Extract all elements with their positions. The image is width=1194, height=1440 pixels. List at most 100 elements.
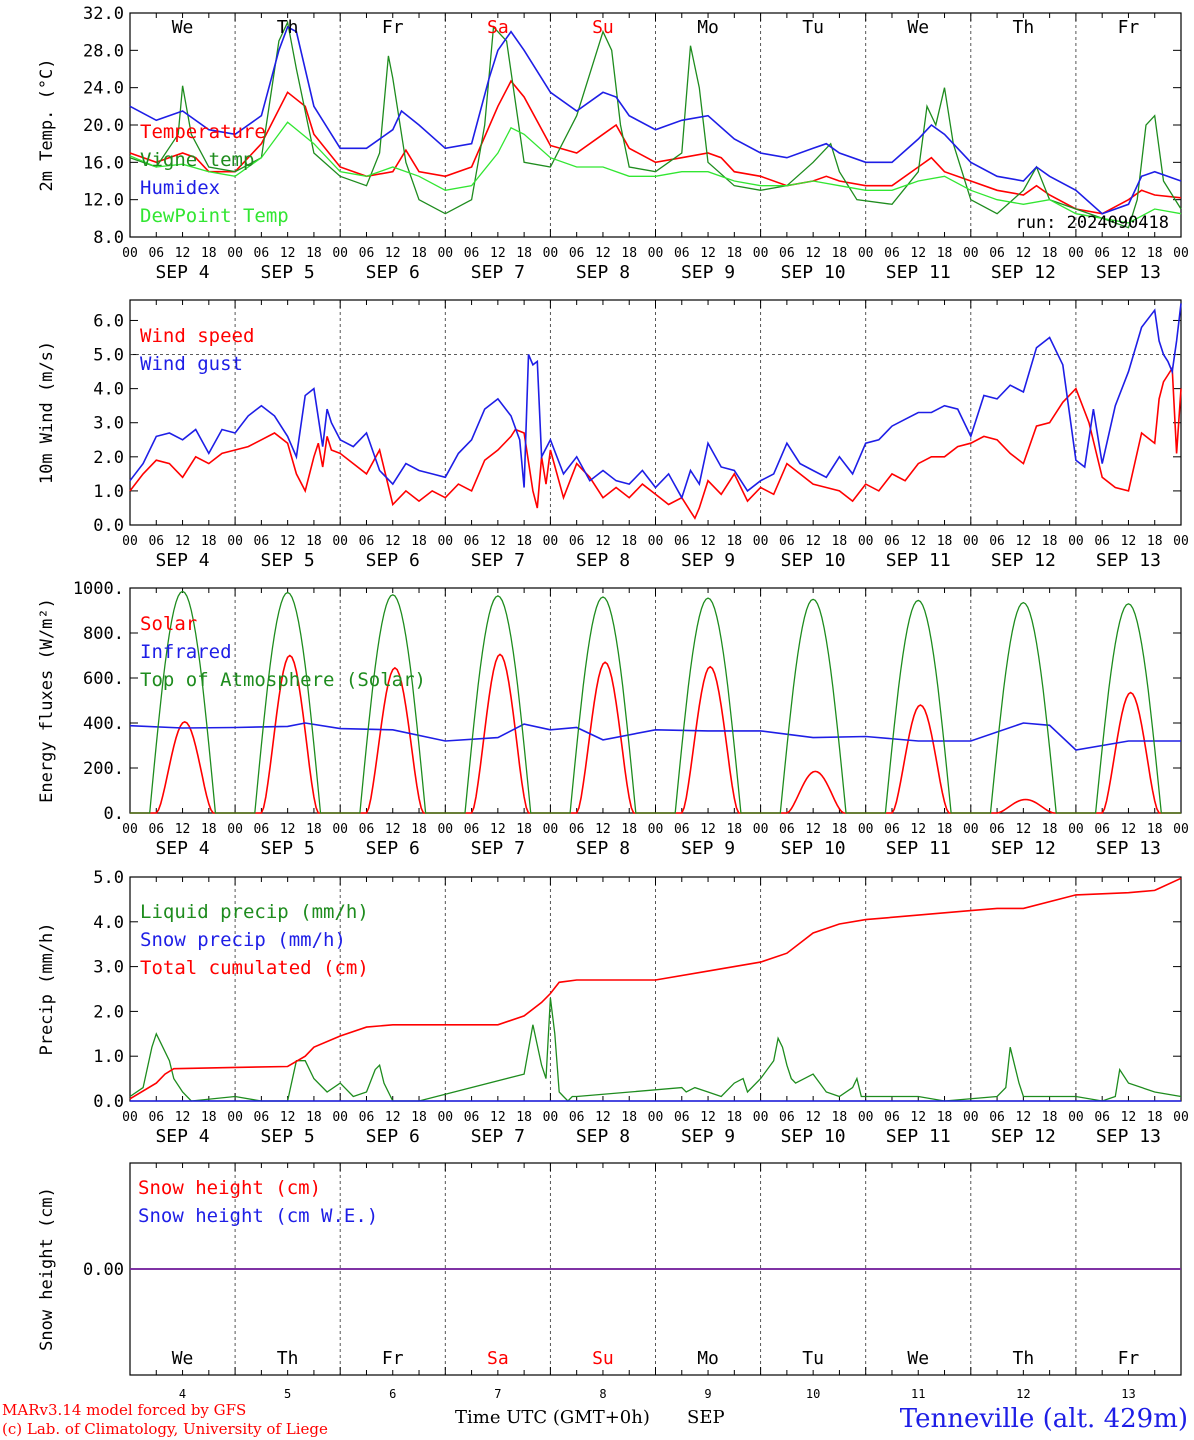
weekday-label: We: [172, 17, 194, 38]
x-hour-label: 00: [648, 822, 664, 837]
weekday-label: Fr: [1118, 17, 1140, 38]
x-hour-label: 00: [648, 246, 664, 261]
x-hour-label: 06: [884, 534, 900, 549]
series-line-vigne-temp: [129, 20, 1182, 229]
x-hour-label: 00: [858, 822, 874, 837]
x-hour-label: 00: [227, 246, 243, 261]
x-hour-label: 00: [753, 246, 769, 261]
x-hour-label: 06: [884, 1110, 900, 1125]
x-hour-label: 18: [937, 1110, 953, 1125]
y-axis-label: Energy fluxes (W/m²): [37, 598, 57, 803]
weekday-label: Tu: [802, 17, 824, 38]
x-hour-label: 12: [805, 246, 821, 261]
x-hour-label: 12: [175, 246, 191, 261]
x-hour-label: 00: [858, 1110, 874, 1125]
y-axis-label: Precip (mm/h): [37, 922, 57, 1055]
y-tick-label: 12.0: [83, 191, 124, 211]
y-tick-label: 4.0: [93, 913, 124, 933]
x-day-label: SEP 4: [155, 550, 209, 571]
y-axis-label: 10m Wind (m/s): [37, 341, 57, 484]
weekday-label: Fr: [382, 17, 404, 38]
y-tick-label: 1000.: [73, 579, 124, 599]
x-hour-label: 00: [332, 246, 348, 261]
legend-entry: Vigne temp: [140, 149, 254, 171]
y-tick-label: 5.0: [93, 346, 124, 366]
run-label: run: 2024090418: [1015, 213, 1169, 233]
x-day-label: SEP 12: [991, 1126, 1056, 1147]
x-day-label: SEP 5: [261, 550, 315, 571]
x-hour-label: 06: [884, 246, 900, 261]
x-hour-label: 00: [648, 1110, 664, 1125]
x-hour-label: 06: [989, 1110, 1005, 1125]
y-tick-label: 400.: [83, 714, 124, 734]
y-tick-label: 24.0: [83, 79, 124, 99]
x-day-label: SEP 10: [781, 1126, 846, 1147]
x-hour-label: 00: [437, 534, 453, 549]
x-hour-label: 18: [516, 246, 532, 261]
x-day-number: 13: [1121, 1387, 1135, 1401]
x-hour-label: 12: [385, 822, 401, 837]
x-hour-label: 06: [779, 822, 795, 837]
x-hour-label: 12: [805, 1110, 821, 1125]
x-hour-label: 00: [963, 822, 979, 837]
y-axis-label: 2m Temp. (°C): [37, 58, 57, 191]
x-hour-label: 12: [910, 1110, 926, 1125]
x-hour-label: 00: [963, 246, 979, 261]
legend-entry: Liquid precip (mm/h): [140, 901, 369, 923]
x-hour-label: 12: [490, 246, 506, 261]
x-hour-label: 00: [1068, 246, 1084, 261]
x-hour-label: 06: [569, 246, 585, 261]
x-hour-label: 00: [227, 534, 243, 549]
x-hour-label: 00: [543, 822, 559, 837]
x-day-label: SEP 7: [471, 262, 525, 283]
legend-entry: Infrared: [140, 641, 232, 663]
y-tick-label: 800.: [83, 624, 124, 644]
x-hour-label: 18: [306, 822, 322, 837]
weekday-label: Su: [592, 1348, 614, 1369]
x-day-label: SEP 10: [781, 262, 846, 283]
x-hour-label: 18: [201, 1110, 217, 1125]
x-hour-label: 06: [674, 534, 690, 549]
x-hour-label: 06: [674, 246, 690, 261]
x-day-label: SEP 9: [681, 838, 735, 859]
x-day-label: SEP 8: [576, 262, 630, 283]
x-hour-label: 18: [621, 246, 637, 261]
y-tick-label: 0.00: [83, 1260, 124, 1280]
x-hour-label: 06: [359, 534, 375, 549]
x-hour-label: 18: [832, 246, 848, 261]
x-hour-label: 06: [464, 534, 480, 549]
x-hour-label: 18: [411, 534, 427, 549]
x-hour-label: 18: [1147, 822, 1163, 837]
panel-2: 0.0 1.0 2.0 3.0 4.0 5.0 6.0 10m Wind (m/s) 00 06 1…: [37, 299, 1189, 571]
x-hour-label: 00: [543, 534, 559, 549]
x-hour-label: 18: [726, 534, 742, 549]
x-hour-label: 18: [937, 534, 953, 549]
x-hour-label: 18: [832, 1110, 848, 1125]
x-day-label: SEP 11: [886, 262, 951, 283]
x-day-label: SEP 9: [681, 1126, 735, 1147]
x-day-label: SEP 6: [366, 1126, 420, 1147]
x-hour-label: 06: [779, 246, 795, 261]
y-tick-label: 0.0: [93, 1092, 124, 1112]
legend-entry: Wind gust: [140, 353, 243, 375]
y-tick-label: 3.0: [93, 958, 124, 978]
x-hour-label: 12: [1121, 534, 1137, 549]
x-hour-label: 18: [306, 534, 322, 549]
x-hour-label: 18: [1042, 1110, 1058, 1125]
x-hour-label: 18: [621, 822, 637, 837]
x-hour-label: 12: [700, 246, 716, 261]
x-hour-label: 06: [148, 534, 164, 549]
panel-1: 8.0 12.0 16.0 20.0 24.0 28.0 32.0 2m Temp. (°C)…: [37, 4, 1189, 283]
weekday-label: We: [907, 1348, 929, 1369]
x-hour-label: 06: [569, 822, 585, 837]
x-hour-label: 06: [989, 246, 1005, 261]
x-hour-label: 12: [1016, 822, 1032, 837]
y-tick-label: 1.0: [93, 1047, 124, 1067]
series-line-temperature: [129, 79, 1182, 215]
x-day-number: 11: [911, 1387, 925, 1401]
x-day-number: 8: [599, 1387, 606, 1401]
x-hour-label: 00: [858, 534, 874, 549]
x-day-label: SEP 13: [1096, 838, 1161, 859]
x-day-label: SEP 7: [471, 838, 525, 859]
